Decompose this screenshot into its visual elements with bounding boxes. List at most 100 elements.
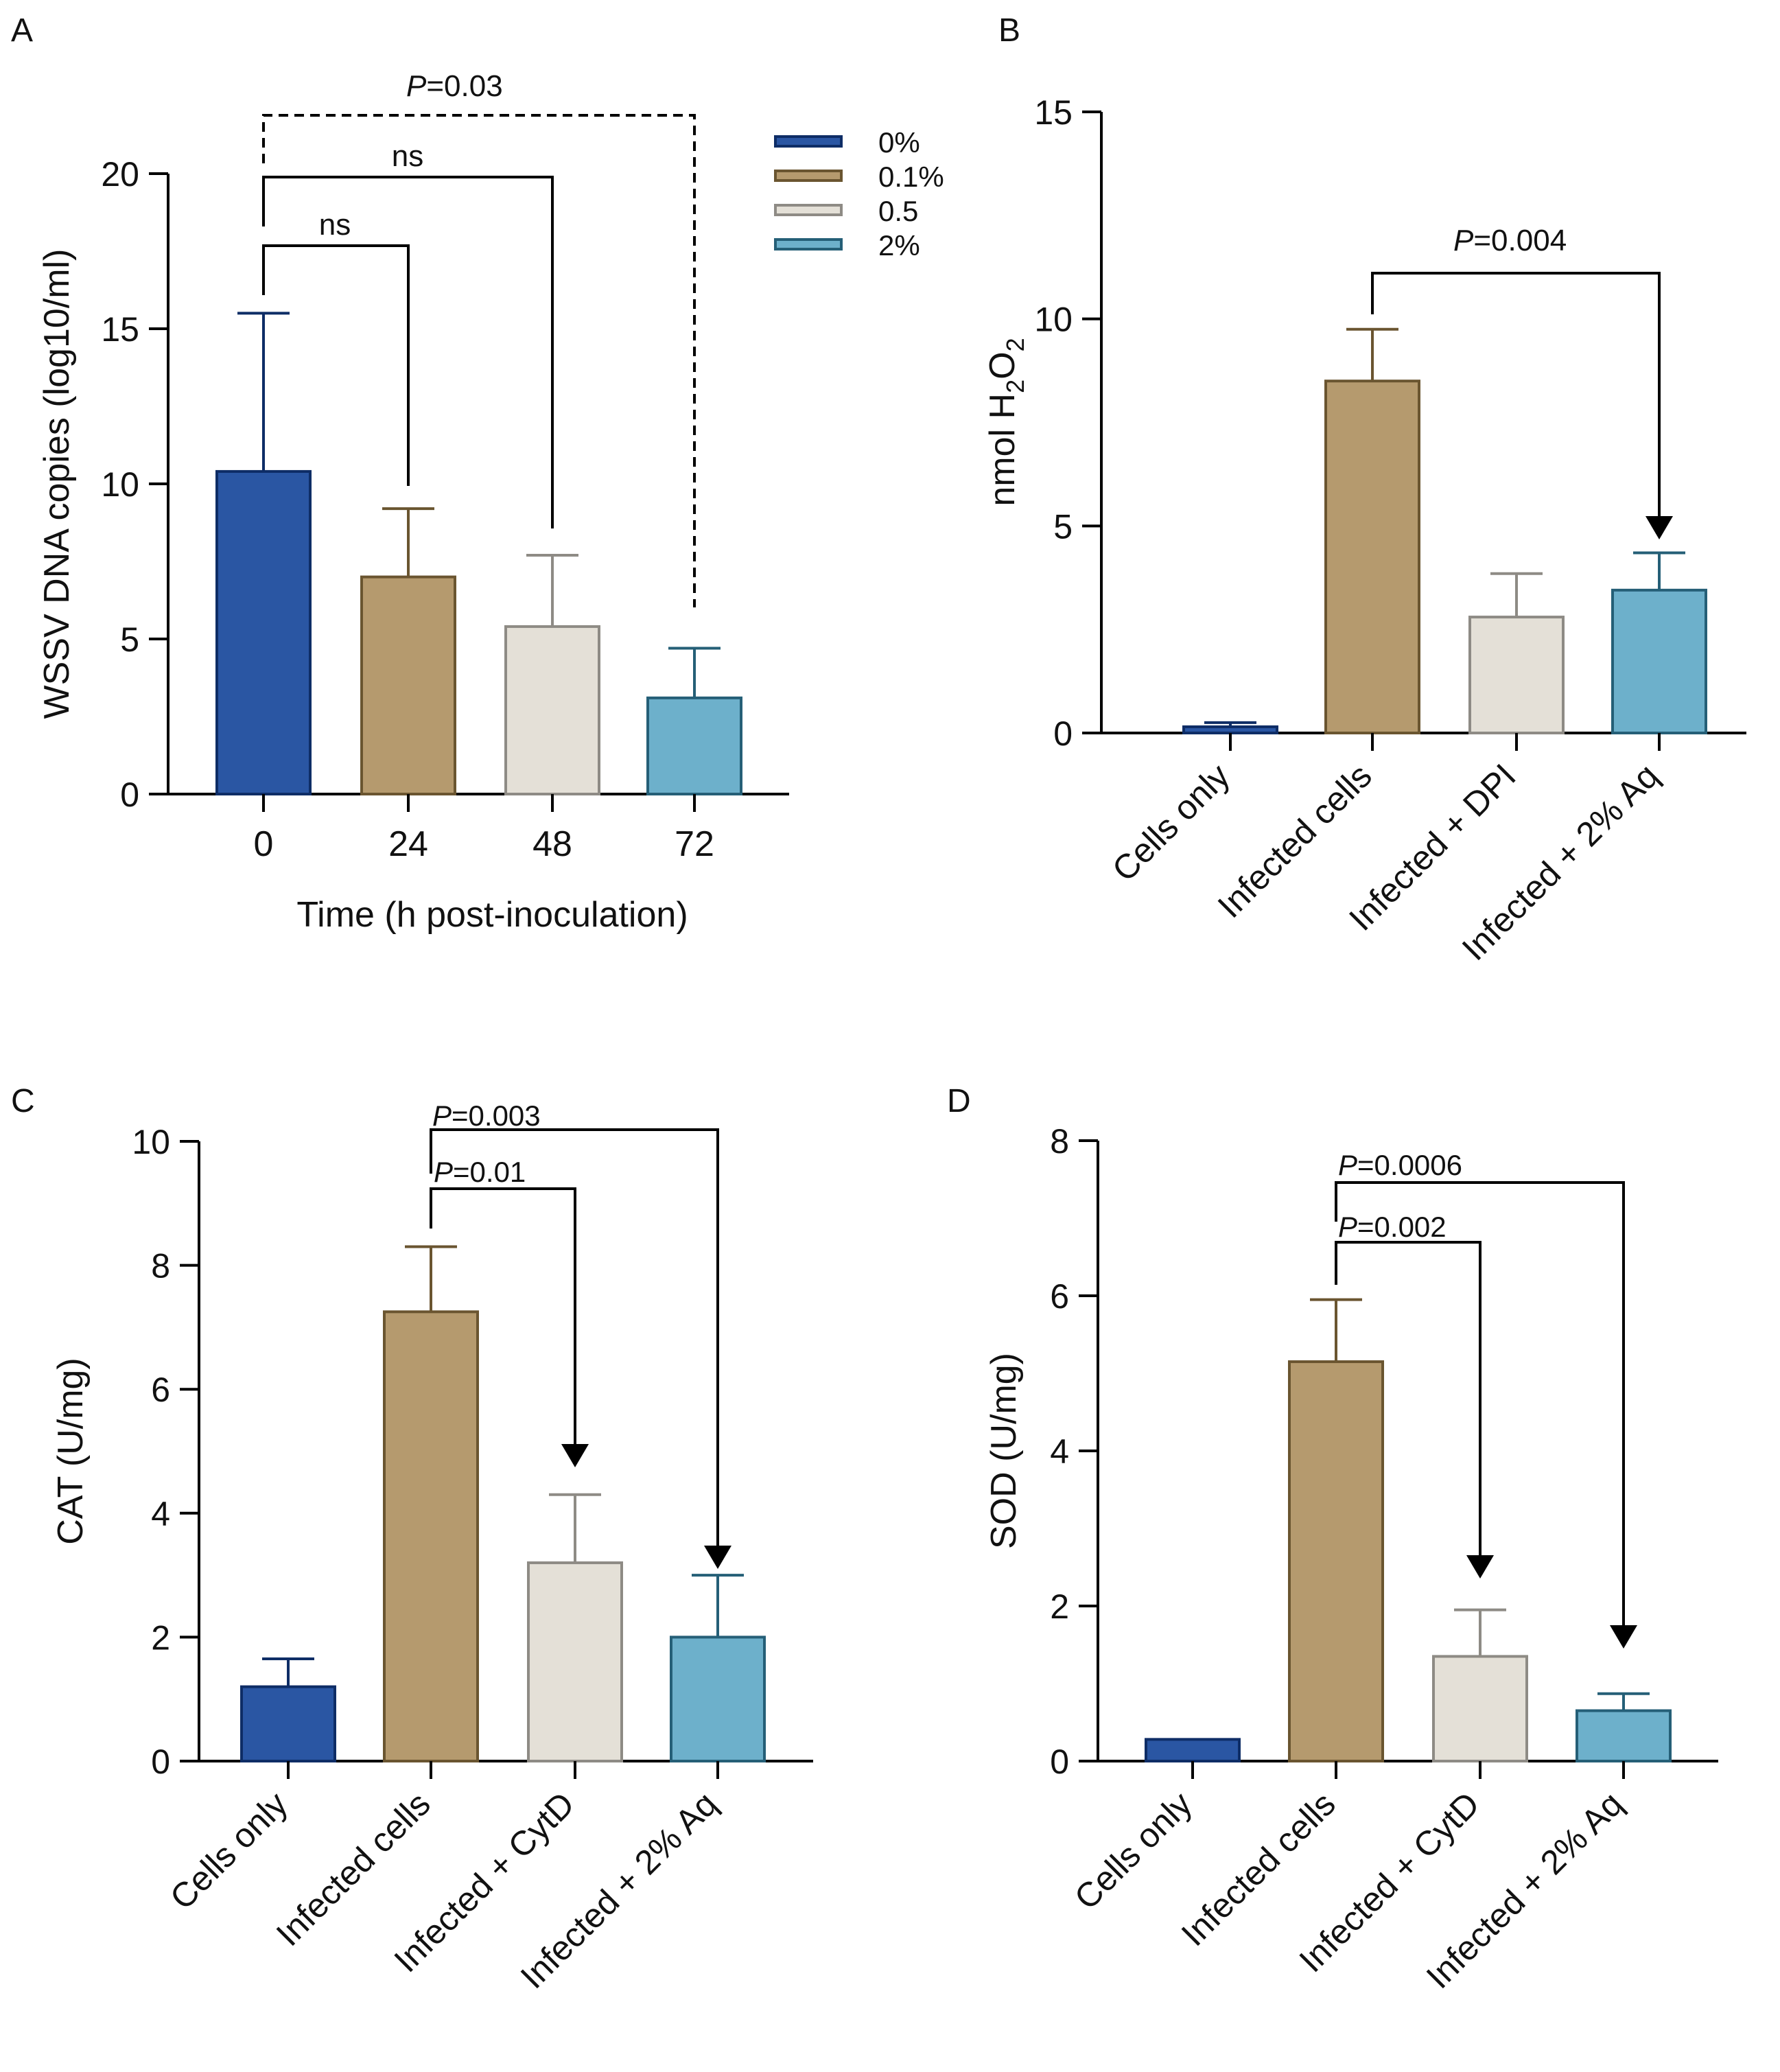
significance-label: ns xyxy=(319,208,351,242)
y-tick-label: 4 xyxy=(1050,1432,1069,1471)
bar xyxy=(1432,1655,1528,1762)
bar xyxy=(360,575,456,795)
x-tick-label: Cells only xyxy=(1067,1784,1199,1917)
bar xyxy=(1611,588,1707,734)
significance-bracket-dashed xyxy=(262,114,696,607)
p-value-label-value: =0.01 xyxy=(453,1156,526,1188)
bar xyxy=(1324,380,1420,734)
arrow-head xyxy=(704,1546,731,1569)
y-axis-title: CAT (U/mg) xyxy=(51,1358,91,1545)
y-tick-label: 2 xyxy=(151,1618,170,1657)
y-axis-title-mid: O xyxy=(983,351,1022,379)
y-tick-label: 0 xyxy=(151,1743,170,1781)
legend-label: 2% xyxy=(878,229,920,261)
y-tick-label: 0 xyxy=(120,776,139,814)
p-value-label-value: =0.003 xyxy=(452,1099,541,1132)
bar xyxy=(527,1561,623,1763)
y-tick-label: 10 xyxy=(1034,301,1073,339)
bar xyxy=(1145,1738,1241,1763)
y-tick-label: 4 xyxy=(151,1495,170,1533)
arrow-head xyxy=(561,1444,589,1467)
legend-swatch xyxy=(774,170,843,182)
x-tick-label: Cells only xyxy=(1105,756,1237,889)
p-value-label-p: P xyxy=(1453,224,1474,257)
significance-bracket xyxy=(262,176,554,528)
y-axis-title: SOD (U/mg) xyxy=(984,1353,1024,1549)
panel-d-label: D xyxy=(947,1083,971,1119)
x-axis-title: Time (h post-inoculation) xyxy=(296,895,688,935)
p-value-label-p: P xyxy=(1338,1149,1357,1181)
significance-bracket xyxy=(262,244,410,486)
significance-bracket xyxy=(1371,272,1661,516)
bar xyxy=(646,696,742,795)
panel-a-label: A xyxy=(11,12,33,49)
y-tick-label: 0 xyxy=(1053,714,1073,753)
p-value-label-value: =0.004 xyxy=(1473,224,1567,257)
y-tick-label: 5 xyxy=(1053,507,1073,546)
p-value-label-value: =0.0006 xyxy=(1357,1149,1462,1181)
x-tick-label: 48 xyxy=(532,824,572,864)
p-value-label-p: P xyxy=(406,69,427,103)
p-value-label: P=0.03 xyxy=(406,69,503,103)
arrow-head xyxy=(1466,1555,1494,1579)
y-axis-title: nmol H2O2 xyxy=(983,338,1029,506)
y-tick-label: 10 xyxy=(101,465,139,504)
legend-swatch xyxy=(774,204,843,216)
x-tick-label: 24 xyxy=(388,824,428,864)
bar xyxy=(383,1310,479,1762)
p-value-label-p: P xyxy=(432,1099,452,1132)
bar xyxy=(504,625,600,795)
y-tick-label: 15 xyxy=(1034,93,1073,132)
p-value-label-value: =0.03 xyxy=(426,69,502,103)
bar xyxy=(670,1636,766,1762)
significance-bracket xyxy=(430,1187,576,1444)
y-axis-title-main: nmol H xyxy=(983,393,1022,507)
y-tick-label: 10 xyxy=(132,1123,170,1161)
legend-label: 0.5 xyxy=(878,195,918,227)
p-value-label-p: P xyxy=(1338,1211,1357,1243)
x-tick-label: 0 xyxy=(254,824,274,864)
arrow-head xyxy=(1646,516,1673,539)
arrow-head xyxy=(1610,1625,1637,1649)
legend-label: 0% xyxy=(878,126,920,159)
significance-bracket xyxy=(430,1128,719,1546)
x-tick-label: Cells only xyxy=(163,1784,295,1917)
significance-bracket xyxy=(1335,1241,1482,1555)
y-tick-label: 6 xyxy=(1050,1277,1069,1316)
legend: 0%0.1%0.52% xyxy=(774,126,944,261)
p-value-label: P=0.01 xyxy=(434,1156,526,1188)
y-tick-label: 20 xyxy=(101,155,139,194)
panel-a: A 0 5 10 15 20 0 24 48 72 Time (h post-inoculatio… xyxy=(11,12,944,935)
panel-b-label: B xyxy=(998,12,1020,49)
bar xyxy=(215,469,312,795)
p-value-label: P=0.004 xyxy=(1453,224,1567,257)
y-tick-label: 6 xyxy=(151,1371,170,1409)
bar xyxy=(1576,1709,1672,1763)
legend-swatch xyxy=(774,238,843,251)
bar xyxy=(1468,616,1565,734)
significance-label: ns xyxy=(392,139,423,173)
y-tick-label: 2 xyxy=(1050,1587,1069,1626)
x-tick-label: 72 xyxy=(675,824,714,864)
y-tick-label: 0 xyxy=(1050,1743,1069,1781)
p-value-label: P=0.002 xyxy=(1338,1211,1447,1243)
panel-c-label: C xyxy=(11,1083,35,1119)
significance-bracket xyxy=(1335,1181,1625,1625)
bar xyxy=(240,1685,336,1762)
legend-label: 0.1% xyxy=(878,161,944,193)
y-tick-label: 5 xyxy=(120,620,139,659)
p-value-label: P=0.0006 xyxy=(1338,1149,1462,1181)
bar xyxy=(1288,1360,1384,1763)
p-value-label-value: =0.002 xyxy=(1357,1211,1447,1243)
y-axis-title-sub: 2 xyxy=(1001,380,1029,393)
legend-swatch xyxy=(774,135,843,148)
y-tick-label: 8 xyxy=(151,1247,170,1285)
bar xyxy=(1182,725,1278,734)
p-value-label: P=0.003 xyxy=(432,1099,541,1132)
p-value-label-p: P xyxy=(434,1156,453,1188)
y-axis-title-sub: 2 xyxy=(1001,338,1029,351)
